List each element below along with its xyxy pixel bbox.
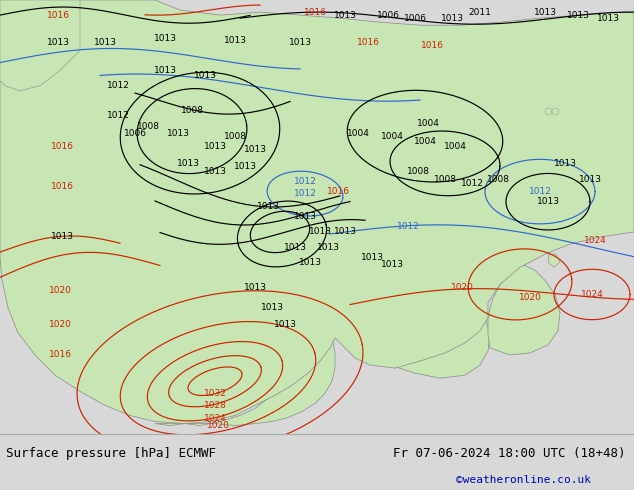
Text: 1013: 1013 [51, 232, 74, 242]
Text: 1013: 1013 [93, 38, 117, 47]
Text: 1013: 1013 [167, 128, 190, 138]
Text: 1016: 1016 [51, 182, 74, 191]
Text: 1016: 1016 [46, 11, 70, 20]
Text: 1013: 1013 [261, 303, 283, 312]
Polygon shape [310, 284, 365, 315]
Text: 1020: 1020 [49, 286, 72, 295]
Text: 1004: 1004 [380, 132, 403, 141]
Polygon shape [0, 0, 634, 423]
Text: 1008: 1008 [486, 175, 510, 184]
Text: 1006: 1006 [124, 128, 146, 138]
Text: 1008: 1008 [224, 132, 247, 141]
Text: 1012: 1012 [107, 81, 129, 90]
Text: 1013: 1013 [578, 175, 602, 184]
Text: 1008: 1008 [406, 167, 429, 176]
Text: 1004: 1004 [444, 142, 467, 151]
Text: 1012: 1012 [107, 112, 129, 121]
Text: 1016: 1016 [304, 8, 327, 17]
Text: 1020: 1020 [207, 421, 230, 430]
Text: 1013: 1013 [153, 66, 176, 75]
Text: 1004: 1004 [417, 119, 439, 127]
Text: 1008: 1008 [434, 175, 456, 184]
Text: 1012: 1012 [294, 189, 316, 198]
Text: 1013: 1013 [553, 159, 576, 168]
Text: 1012: 1012 [529, 187, 552, 196]
Polygon shape [366, 284, 490, 378]
Text: 1013: 1013 [567, 11, 590, 20]
Polygon shape [488, 264, 560, 355]
Text: 1012: 1012 [396, 222, 420, 231]
Text: 1013: 1013 [294, 212, 316, 221]
Text: 1013: 1013 [233, 162, 257, 171]
Text: 1013: 1013 [288, 38, 311, 47]
Text: 1004: 1004 [347, 128, 370, 138]
Text: 1013: 1013 [316, 243, 339, 251]
Polygon shape [155, 49, 335, 426]
Text: 1013: 1013 [243, 145, 266, 154]
Text: 1028: 1028 [204, 401, 226, 410]
Text: Surface pressure [hPa] ECMWF: Surface pressure [hPa] ECMWF [6, 447, 216, 460]
Text: 1016: 1016 [356, 38, 380, 47]
Text: 1020: 1020 [519, 293, 541, 302]
Text: 1006: 1006 [403, 14, 427, 23]
Text: 1013: 1013 [283, 243, 306, 251]
Text: 1008: 1008 [181, 106, 204, 116]
Text: 1012: 1012 [294, 177, 316, 186]
Text: 1013: 1013 [273, 320, 297, 329]
Text: 1024: 1024 [581, 290, 604, 299]
Text: 1013: 1013 [224, 36, 247, 45]
Text: 1013: 1013 [533, 8, 557, 17]
Text: 1013: 1013 [299, 258, 321, 267]
Text: 1013: 1013 [176, 159, 200, 168]
Text: 1012: 1012 [460, 179, 484, 188]
Text: 1006: 1006 [377, 11, 399, 20]
Polygon shape [338, 146, 375, 194]
Text: 1020: 1020 [451, 283, 474, 292]
Text: ©weatheronline.co.uk: ©weatheronline.co.uk [456, 475, 592, 485]
Text: 1013: 1013 [204, 167, 226, 176]
Polygon shape [548, 254, 560, 267]
Text: 1013: 1013 [193, 71, 216, 80]
Text: 1013: 1013 [153, 34, 176, 43]
Text: 1020: 1020 [49, 320, 72, 329]
Polygon shape [0, 0, 80, 91]
Text: 2011: 2011 [469, 8, 491, 17]
Text: 1008: 1008 [136, 122, 160, 130]
Text: 1024: 1024 [204, 414, 226, 423]
Text: 1013: 1013 [333, 227, 356, 237]
Text: 1013: 1013 [380, 260, 403, 269]
Text: 1004: 1004 [413, 137, 436, 146]
Text: Fr 07-06-2024 18:00 UTC (18+48): Fr 07-06-2024 18:00 UTC (18+48) [393, 447, 626, 460]
Text: 1024: 1024 [584, 236, 606, 245]
Text: 1016: 1016 [48, 350, 72, 360]
Text: 1013: 1013 [243, 283, 266, 292]
Text: 1013: 1013 [309, 227, 332, 237]
Text: 1016: 1016 [327, 187, 349, 196]
Text: 1016: 1016 [420, 41, 444, 50]
Text: 1013: 1013 [333, 11, 356, 20]
Text: 1032: 1032 [204, 389, 226, 398]
Text: 1013: 1013 [441, 14, 463, 23]
Text: 1013: 1013 [204, 142, 226, 151]
Text: 1013: 1013 [536, 197, 559, 206]
Text: 1013: 1013 [257, 202, 280, 211]
Text: 1013: 1013 [597, 14, 619, 23]
Text: 1013: 1013 [361, 253, 384, 262]
Text: 1013: 1013 [46, 38, 70, 47]
Text: 1016: 1016 [51, 142, 74, 151]
